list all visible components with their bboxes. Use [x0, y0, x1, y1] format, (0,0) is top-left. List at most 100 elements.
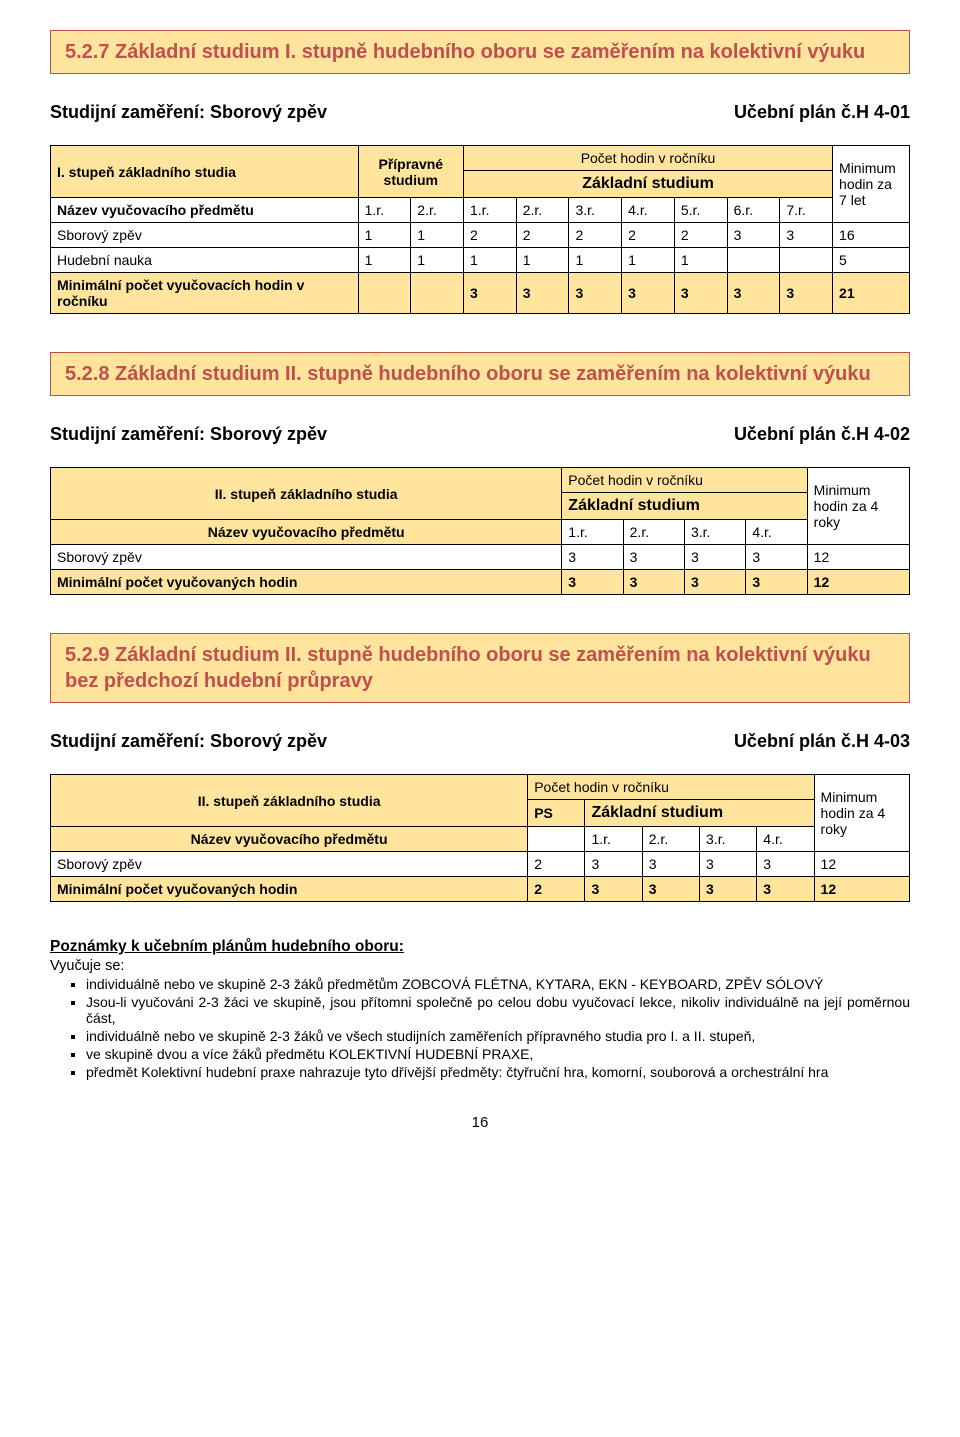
cell: 2	[528, 852, 585, 877]
cell: 3	[746, 570, 807, 595]
plan-left: Studijní zaměření: Sborový zpěv	[50, 424, 327, 445]
col-min: Minimum hodin za 4 roky	[814, 775, 909, 852]
plan-right: Učební plán č.H 4-01	[734, 102, 910, 123]
cell: 2	[528, 877, 585, 902]
list-item: předmět Kolektivní hudební praxe nahrazu…	[86, 1064, 910, 1080]
yr	[528, 827, 585, 852]
cell: 3	[642, 877, 699, 902]
col-prep: Přípravné studium	[358, 146, 463, 198]
cell: 5	[833, 248, 910, 273]
cell: Minimální počet vyučovaných hodin	[51, 570, 562, 595]
plan-right: Učební plán č.H 4-03	[734, 731, 910, 752]
cell: 3	[464, 273, 517, 314]
cell: Sborový zpěv	[51, 223, 359, 248]
col-topr: Počet hodin v ročníku	[464, 146, 833, 171]
plan-right: Učební plán č.H 4-02	[734, 424, 910, 445]
col-left: II. stupeň základního studia	[51, 468, 562, 520]
cell: 1	[358, 223, 411, 248]
cell: 3	[562, 545, 623, 570]
yr: 2.r.	[411, 198, 464, 223]
cell: 3	[622, 273, 675, 314]
cell: 16	[833, 223, 910, 248]
heading-text: 5.2.8 Základní studium II. stupně hudebn…	[65, 363, 871, 385]
yr: 4.r.	[746, 520, 807, 545]
cell	[780, 248, 833, 273]
cell: 3	[757, 877, 814, 902]
yr: 1.r.	[358, 198, 411, 223]
cell: 3	[562, 570, 623, 595]
list-item: Jsou-li vyučováni 2-3 žáci ve skupině, j…	[86, 994, 910, 1026]
table-row: Sborový zpěv 1 1 2 2 2 2 2 3 3 16	[51, 223, 910, 248]
cell: 2	[622, 223, 675, 248]
cell: Minimální počet vyučovacích hodin v ročn…	[51, 273, 359, 314]
cell: 1	[411, 248, 464, 273]
cell: 1	[516, 248, 569, 273]
col-left: II. stupeň základního studia	[51, 775, 528, 827]
yr: 6.r.	[727, 198, 780, 223]
col-left: I. stupeň základního studia	[51, 146, 359, 198]
yr: 2.r.	[516, 198, 569, 223]
cell: 21	[833, 273, 910, 314]
cell: 1	[464, 248, 517, 273]
cell: 12	[807, 545, 909, 570]
cell: Sborový zpěv	[51, 545, 562, 570]
table-row-total: Minimální počet vyučovaných hodin 3 3 3 …	[51, 570, 910, 595]
table-529: II. stupeň základního studia Počet hodin…	[50, 774, 910, 902]
table-row-total: Minimální počet vyučovacích hodin v ročn…	[51, 273, 910, 314]
cell: Minimální počet vyučovaných hodin	[51, 877, 528, 902]
cell: 1	[569, 248, 622, 273]
cell: 3	[757, 852, 814, 877]
cell: 2	[516, 223, 569, 248]
cell: 12	[807, 570, 909, 595]
cell: 3	[585, 852, 642, 877]
cell: 3	[780, 273, 833, 314]
cell: 1	[674, 248, 727, 273]
cell	[411, 273, 464, 314]
cell: 3	[516, 273, 569, 314]
yr: 4.r.	[622, 198, 675, 223]
yr: 5.r.	[674, 198, 727, 223]
cell: 3	[780, 223, 833, 248]
cell: 3	[684, 545, 745, 570]
cell: 3	[674, 273, 727, 314]
col-basic: Základní studium	[464, 171, 833, 198]
plan-left: Studijní zaměření: Sborový zpěv	[50, 731, 327, 752]
cell: Hudební nauka	[51, 248, 359, 273]
cell: 3	[569, 273, 622, 314]
section-heading-527: 5.2.7 Základní studium I. stupně hudební…	[50, 30, 910, 74]
yr: 3.r.	[684, 520, 745, 545]
section-heading-528: 5.2.8 Základní studium II. stupně hudebn…	[50, 352, 910, 396]
cell: 3	[746, 545, 807, 570]
plan-left: Studijní zaměření: Sborový zpěv	[50, 102, 327, 123]
notes-title: Poznámky k učebním plánům hudebního obor…	[50, 938, 910, 956]
yr: 3.r.	[700, 827, 757, 852]
notes-intro: Vyučuje se:	[50, 958, 910, 974]
heading-text: 5.2.7 Základní studium I. stupně hudební…	[65, 41, 865, 63]
cell: 3	[700, 852, 757, 877]
table-527: I. stupeň základního studia Přípravné st…	[50, 145, 910, 314]
yr: 4.r.	[757, 827, 814, 852]
cell: 3	[727, 273, 780, 314]
list-item: individuálně nebo ve skupině 2-3 žáků př…	[86, 976, 910, 992]
cell: 1	[622, 248, 675, 273]
table-528: II. stupeň základního studia Počet hodin…	[50, 467, 910, 595]
cell: 3	[585, 877, 642, 902]
cell: 3	[727, 223, 780, 248]
row-subj: Název vyučovacího předmětu	[51, 198, 359, 223]
yr: 2.r.	[623, 520, 684, 545]
row-subj: Název vyučovacího předmětu	[51, 827, 528, 852]
col-min: Minimum hodin za 7 let	[833, 146, 910, 223]
yr: 7.r.	[780, 198, 833, 223]
heading-text: 5.2.9 Základní studium II. stupně hudebn…	[65, 644, 871, 692]
row-subj: Název vyučovacího předmětu	[51, 520, 562, 545]
list-item: ve skupině dvou a více žáků předmětu KOL…	[86, 1046, 910, 1062]
table-row-total: Minimální počet vyučovaných hodin 2 3 3 …	[51, 877, 910, 902]
cell: 3	[642, 852, 699, 877]
table-row: Sborový zpěv 2 3 3 3 3 12	[51, 852, 910, 877]
yr: 1.r.	[562, 520, 623, 545]
col-topr: Počet hodin v ročníku	[528, 775, 814, 800]
yr: 1.r.	[464, 198, 517, 223]
cell: 3	[700, 877, 757, 902]
cell: 1	[358, 248, 411, 273]
cell: 1	[411, 223, 464, 248]
